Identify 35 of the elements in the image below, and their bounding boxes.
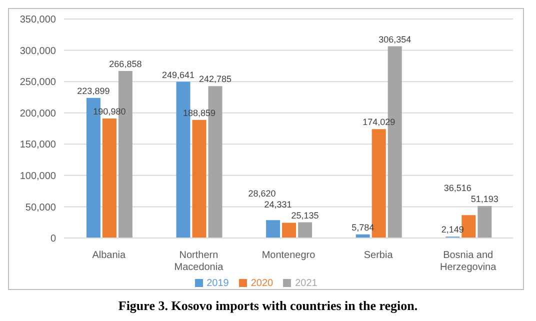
y-tick-label: 250,000	[20, 77, 56, 88]
bar	[192, 120, 206, 238]
bar	[282, 222, 296, 238]
bar	[266, 220, 280, 238]
data-label: 25,135	[291, 210, 319, 220]
data-label: 174,029	[362, 117, 396, 128]
data-label: 36,516	[444, 182, 472, 193]
data-label: 249,641	[162, 70, 195, 80]
x-tick-label: Northern Macedonia	[174, 250, 224, 273]
data-label: 242,785	[198, 74, 232, 84]
data-label: 266,858	[109, 59, 142, 70]
legend-label: 2020	[250, 278, 274, 289]
y-tick-label: 300,000	[20, 46, 56, 57]
data-label: 51,193	[470, 194, 498, 204]
y-tick-label: 350,000	[20, 14, 56, 26]
bar	[478, 206, 492, 238]
y-tick-label: 200,000	[20, 108, 56, 120]
data-label: 306,354	[378, 34, 412, 44]
legend-label: 2019	[206, 278, 229, 289]
bar	[102, 118, 116, 238]
bar	[462, 215, 476, 238]
y-tick-label: 150,000	[20, 140, 56, 151]
y-tick-label: 100,000	[20, 170, 56, 182]
data-label: 223,899	[77, 86, 110, 96]
y-tick-label: 0	[50, 234, 56, 245]
x-tick-label: Bosnia and Herzegovina	[440, 250, 497, 273]
data-label: 28,620	[248, 188, 276, 198]
x-tick-label: Montenegro	[262, 250, 316, 261]
y-tick-label: 50,000	[25, 202, 56, 214]
x-tick-label: Serbia	[364, 250, 394, 261]
legend-label: 2021	[295, 278, 318, 289]
bar	[298, 222, 312, 238]
data-label: 24,331	[264, 199, 292, 210]
caption: Figure 3. Kosovo imports with countries in the region.	[117, 298, 419, 314]
x-tick-label: Albania	[92, 250, 126, 261]
